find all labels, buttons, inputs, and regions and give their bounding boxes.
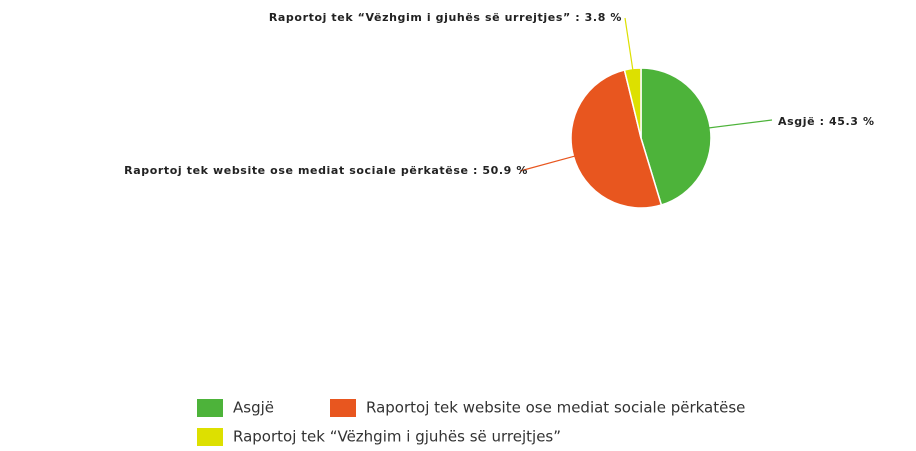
legend-label: Raportoj tek “Vëzhgim i gjuhës së urrejt…: [233, 428, 561, 446]
data-label: Asgjë : 45.3 %: [778, 115, 875, 128]
leader-line: [709, 119, 773, 129]
legend-swatch: [197, 399, 223, 417]
leader-line: [519, 155, 575, 172]
legend-label: Raportoj tek website ose mediat sociale …: [366, 399, 745, 417]
leader-line: [624, 17, 634, 70]
legend-swatch: [197, 428, 223, 446]
legend-swatch: [330, 399, 356, 417]
data-label: Raportoj tek “Vëzhgim i gjuhës së urrejt…: [269, 11, 622, 24]
data-label: Raportoj tek website ose mediat sociale …: [124, 164, 528, 177]
legend-label: Asgjë: [233, 399, 274, 417]
